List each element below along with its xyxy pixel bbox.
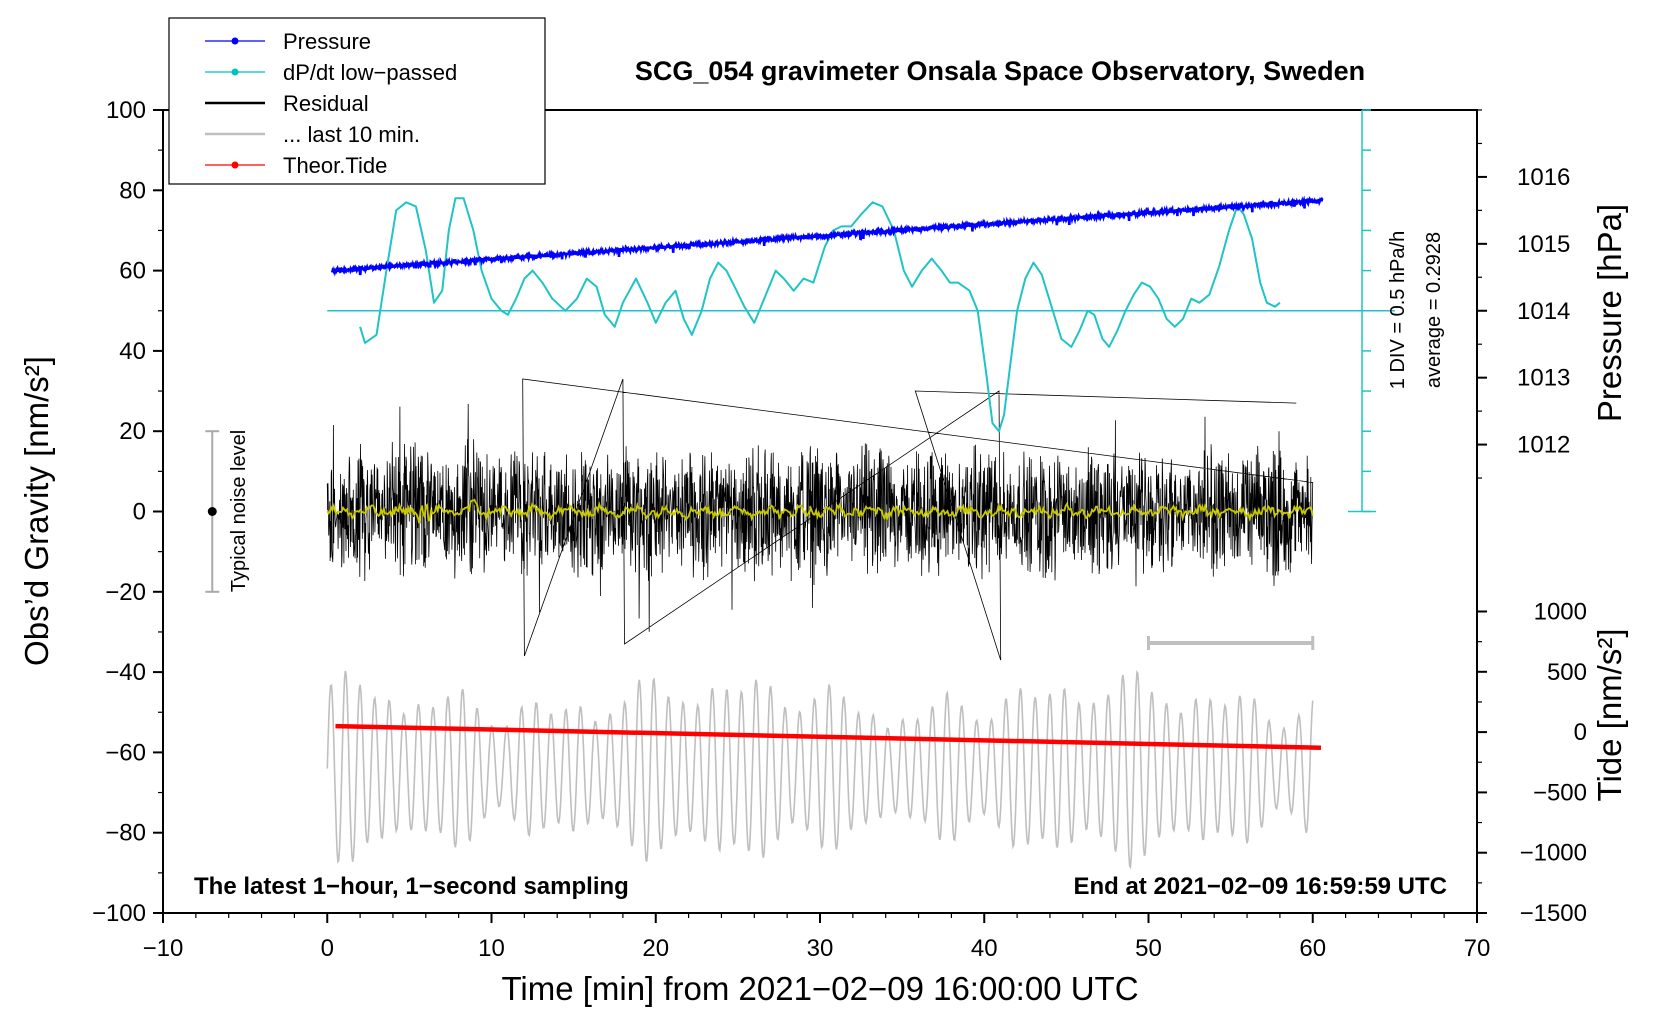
y-tick-label: 0 [133, 499, 146, 526]
tide-tick-label: 500 [1547, 659, 1587, 686]
legend-label: dP/dt low−passed [283, 60, 457, 85]
tide-tick-label: −1500 [1520, 900, 1587, 927]
y-tick-label: −100 [92, 900, 146, 927]
legend-label: Residual [283, 91, 369, 116]
y-tick-label: −20 [105, 579, 146, 606]
y-tick-label: 20 [119, 418, 146, 445]
x-tick-label: 50 [1135, 935, 1162, 962]
y-tick-label: 60 [119, 258, 146, 285]
residual-line [326, 378, 1314, 661]
pressure-tick-label: 1013 [1517, 365, 1570, 392]
x-tick-label: 70 [1464, 935, 1491, 962]
x-tick-label: 0 [321, 935, 334, 962]
residual-smooth-line [326, 498, 1314, 524]
noise-level-label: Typical noise level [228, 430, 250, 592]
tide-tick-label: −500 [1533, 779, 1587, 806]
pressure-tick-label: 1014 [1517, 298, 1570, 325]
tide-line [335, 723, 1322, 751]
pressure-line [330, 195, 1324, 277]
legend-marker [231, 37, 239, 45]
y-tick-label: −80 [105, 820, 146, 847]
x-axis-label: Time [min] from 2021−02−09 16:00:00 UTC [501, 970, 1138, 1007]
x-tick-label: −10 [143, 935, 184, 962]
x-tick-label: 60 [1299, 935, 1326, 962]
x-tick-label: 10 [478, 935, 505, 962]
y-axis-label: Obs’d Gravity [nm/s²] [18, 356, 55, 666]
pressure-axis-label: Pressure [hPa] [1591, 204, 1628, 422]
tide-tick-label: 1000 [1534, 599, 1587, 626]
average-label: average = 0.2928 [1423, 232, 1445, 388]
x-tick-label: 30 [807, 935, 834, 962]
y-tick-label: 80 [119, 177, 146, 204]
y-tick-label: −60 [105, 739, 146, 766]
x-tick-label: 20 [642, 935, 669, 962]
pressure-tick-label: 1015 [1517, 231, 1570, 258]
legend-label: ... last 10 min. [283, 122, 420, 147]
legend: Pressure dP/dt low−passed Residual ... last… [168, 17, 546, 185]
chart-title: SCG_054 gravimeter Onsala Space Observat… [635, 56, 1365, 86]
tide-axis-label: Tide [nm/s²] [1591, 629, 1628, 802]
legend-box [168, 17, 546, 185]
data-layer [205, 109, 1395, 870]
legend-marker [231, 161, 239, 169]
tide-tick-label: −1000 [1520, 840, 1587, 867]
tide-tick-label: 0 [1574, 719, 1587, 746]
x-tick-label: 40 [971, 935, 998, 962]
pressure-tick-label: 1016 [1517, 164, 1570, 191]
legend-items: Pressure dP/dt low−passed Residual ... last… [205, 29, 457, 178]
noise-bar-dot [207, 507, 217, 516]
legend-marker [231, 68, 239, 76]
legend-label: Pressure [283, 29, 371, 54]
legend-label: Theor.Tide [283, 153, 387, 178]
bottom-right-note: End at 2021−02−09 16:59:59 UTC [1073, 873, 1447, 900]
scale-label: 1 DIV = 0.5 hPa/h [1387, 231, 1409, 389]
pressure-tick-label: 1012 [1517, 432, 1570, 459]
y-tick-label: −40 [105, 659, 146, 686]
dpdt-line [359, 197, 1281, 433]
y-tick-label: 40 [119, 338, 146, 365]
last10-line [326, 670, 1314, 870]
y-tick-label: 100 [106, 97, 146, 124]
bottom-left-note: The latest 1−hour, 1−second sampling [194, 873, 629, 900]
